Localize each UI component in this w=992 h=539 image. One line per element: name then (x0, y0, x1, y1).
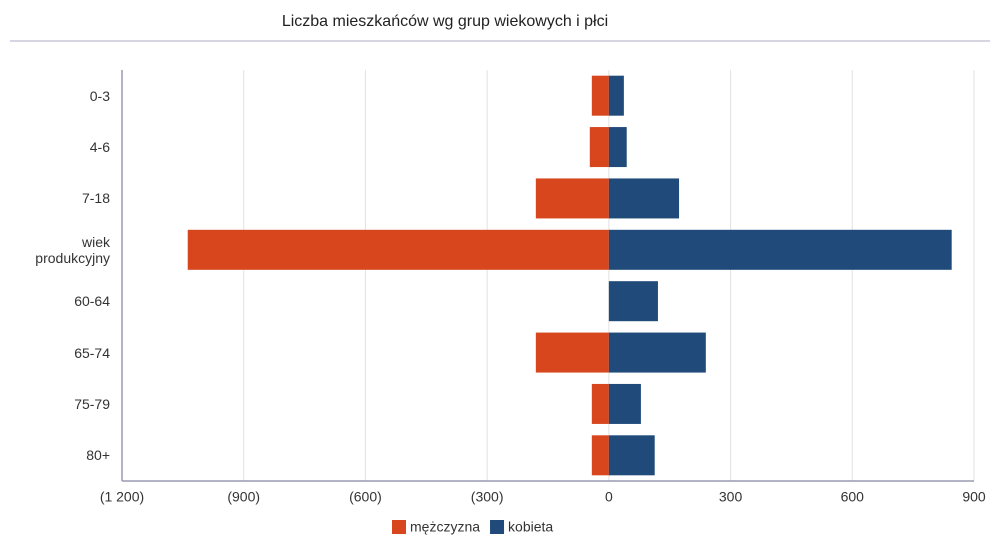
bar (591, 383, 609, 424)
bar (608, 281, 658, 322)
y-tick-label: 7-18 (81, 190, 110, 207)
x-tick-label: 900 (962, 489, 986, 505)
bar (608, 178, 680, 219)
legend-swatch (490, 520, 505, 534)
y-tick-label: 80+ (86, 447, 110, 464)
bar (591, 75, 609, 116)
bar (187, 229, 609, 270)
legend-label: mężczyzna (410, 519, 480, 535)
x-tick-label: (900) (227, 489, 260, 505)
y-tick-label: 0-3 (89, 87, 110, 104)
bar (608, 75, 624, 116)
grid (121, 70, 975, 481)
y-tick-label: 4-6 (89, 139, 110, 156)
x-tick-label: (600) (349, 489, 382, 505)
y-tick-label: 75-79 (74, 395, 110, 412)
y-tick-label: wiek produkcyjny (35, 233, 110, 266)
legend-swatch (392, 520, 406, 534)
y-tick-label: 65-74 (74, 344, 110, 361)
bar (608, 229, 952, 270)
bar (608, 435, 655, 476)
x-tick-label: 300 (719, 489, 743, 505)
y-tick-label: 60-64 (74, 293, 110, 310)
x-tick-label: (300) (471, 489, 504, 505)
bar (535, 178, 609, 219)
x-tick-label: (1 200) (100, 489, 144, 505)
x-tick-label: 600 (841, 489, 865, 505)
bar (535, 332, 609, 373)
x-tick-label: 0 (605, 489, 613, 505)
bar (608, 332, 706, 373)
bar (589, 127, 609, 168)
bar (591, 435, 609, 476)
legend-label: kobieta (508, 519, 553, 535)
chart-title: Liczba mieszkańców wg grup wiekowych i p… (282, 13, 608, 30)
bar (608, 383, 641, 424)
bar (608, 127, 627, 168)
